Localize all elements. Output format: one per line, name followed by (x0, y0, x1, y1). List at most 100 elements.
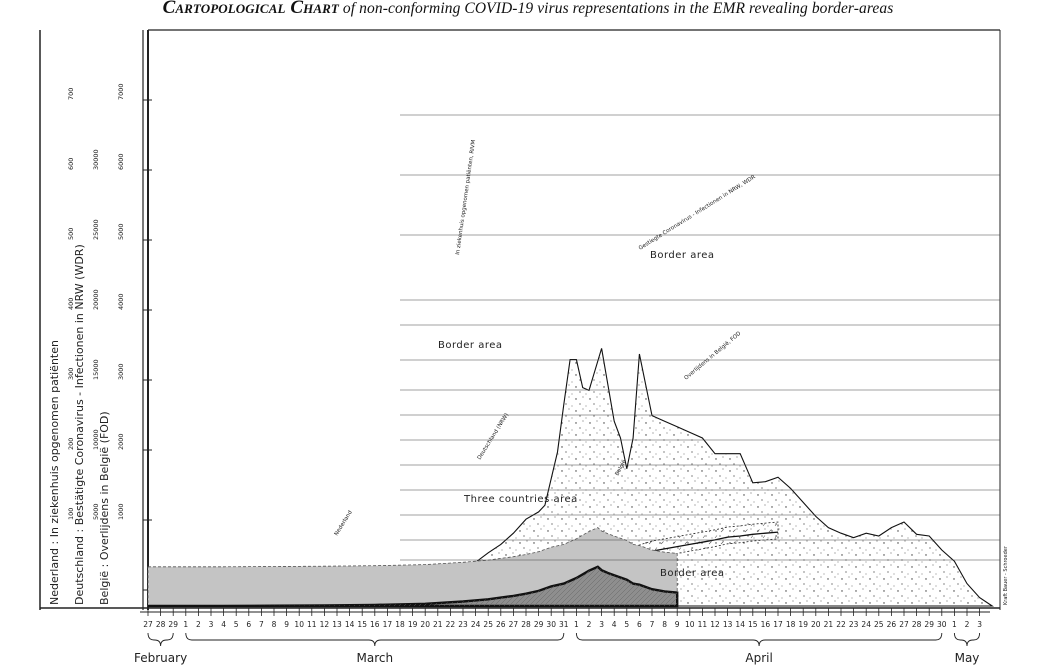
credit: Kraft Bauer - Schroeder (1003, 545, 1009, 605)
tick-0-3: 400 (67, 298, 75, 310)
day-label-5: 3 (209, 620, 214, 629)
day-label-48: 15 (748, 620, 758, 629)
month-brace-2 (575, 632, 943, 647)
day-label-59: 26 (887, 620, 897, 629)
day-label-43: 10 (685, 620, 695, 629)
day-label-56: 23 (849, 620, 859, 629)
day-label-1: 28 (156, 620, 166, 629)
axis-label-2: Belgiё : Overlijdens in Belgiё (FOD) (98, 411, 111, 605)
month-label-2: April (745, 651, 772, 665)
day-label-52: 19 (798, 620, 808, 629)
tick-2-3: 4000 (117, 293, 125, 310)
day-label-38: 5 (624, 620, 629, 629)
day-label-30: 28 (521, 620, 531, 629)
day-label-19: 17 (383, 620, 393, 629)
region-label-3: Border area (660, 568, 725, 579)
day-label-12: 10 (294, 620, 304, 629)
day-label-15: 13 (332, 620, 342, 629)
day-label-25: 23 (458, 620, 468, 629)
day-label-47: 14 (735, 620, 745, 629)
tick-1-0: 5000 (92, 503, 100, 520)
day-label-27: 25 (483, 620, 493, 629)
day-label-26: 24 (471, 620, 481, 629)
tick-1-4: 25000 (92, 219, 100, 240)
day-label-54: 21 (824, 620, 834, 629)
tick-2-4: 5000 (117, 223, 125, 240)
tick-1-1: 10000 (92, 429, 100, 450)
day-label-57: 24 (861, 620, 871, 629)
day-label-40: 7 (650, 620, 655, 629)
day-label-11: 9 (284, 620, 289, 629)
day-label-45: 12 (710, 620, 720, 629)
tick-1-3: 20000 (92, 289, 100, 310)
tick-0-5: 600 (67, 158, 75, 170)
day-label-31: 29 (534, 620, 544, 629)
day-label-7: 5 (234, 620, 239, 629)
line-label-4: In ziekenhuis opgenomen patiënten, RIVM (455, 139, 477, 255)
line-label-1: Deutschland (NRW) (477, 412, 511, 461)
day-label-63: 30 (937, 620, 947, 629)
region-label-1: Border area (650, 250, 715, 261)
line-label-5: Overlijdens in België, FOD (683, 331, 742, 382)
chart-title: Cartopological Chart of non-conforming C… (0, 0, 1056, 19)
tick-0-0: 100 (67, 508, 75, 520)
title-rest: of non-conforming COVID-19 virus represe… (342, 0, 894, 17)
tick-2-5: 6000 (117, 153, 125, 170)
tick-0-1: 200 (67, 438, 75, 450)
day-label-55: 22 (836, 620, 846, 629)
axis-label-0: Nederland : In ziekenhuis opgenomen pati… (48, 340, 61, 605)
day-label-62: 29 (924, 620, 934, 629)
line-label-0: Nederland (334, 510, 354, 537)
day-label-0: 27 (143, 620, 153, 629)
day-label-35: 2 (587, 620, 592, 629)
x-axis: 27 28 29 1 2 3 4 5 6 7 8 9 10 11 12 13 14 15 16 17 18 19 20 21 2… (134, 608, 990, 665)
day-label-21: 19 (408, 620, 418, 629)
day-label-53: 20 (811, 620, 821, 629)
month-label-1: March (357, 651, 394, 665)
day-label-13: 11 (307, 620, 317, 629)
day-label-9: 7 (259, 620, 264, 629)
day-label-24: 22 (446, 620, 456, 629)
day-label-33: 31 (559, 620, 569, 629)
day-label-60: 27 (899, 620, 909, 629)
day-label-17: 15 (357, 620, 367, 629)
day-label-49: 16 (761, 620, 771, 629)
tick-0-2: 300 (67, 368, 75, 380)
horizontal-rules (400, 114, 1000, 561)
day-label-44: 11 (698, 620, 708, 629)
day-label-28: 26 (496, 620, 506, 629)
tick-1-5: 30000 (92, 149, 100, 170)
day-label-32: 30 (546, 620, 556, 629)
day-label-39: 6 (637, 620, 642, 629)
tick-2-0: 1000 (117, 503, 125, 520)
month-brace-0 (147, 632, 174, 647)
region-label-2: Three countries area (463, 494, 578, 505)
day-label-58: 25 (874, 620, 884, 629)
day-label-3: 1 (183, 620, 188, 629)
tick-0-4: 500 (67, 228, 75, 240)
axis-label-1: Deutschland : Bestätigte Coronavirus - I… (73, 244, 86, 605)
belgie-hatch (148, 566, 678, 606)
day-label-10: 8 (272, 620, 277, 629)
tick-2-2: 3000 (117, 363, 125, 380)
day-label-6: 4 (221, 620, 226, 629)
month-label-3: May (955, 651, 980, 665)
tick-1-2: 15000 (92, 359, 100, 380)
day-label-50: 17 (773, 620, 783, 629)
day-label-34: 1 (574, 620, 579, 629)
day-label-61: 28 (912, 620, 922, 629)
day-label-20: 18 (395, 620, 405, 629)
day-label-64: 1 (952, 620, 957, 629)
region-label-0: Border area (438, 340, 503, 351)
day-label-66: 3 (977, 620, 982, 629)
day-label-37: 4 (612, 620, 617, 629)
month-brace-1 (185, 632, 565, 647)
day-label-14: 12 (320, 620, 330, 629)
day-label-2: 29 (168, 620, 178, 629)
belgie-outer-band (147, 527, 678, 607)
chart-frame (39, 29, 1001, 610)
tick-0-6: 700 (67, 88, 75, 100)
day-label-36: 3 (599, 620, 604, 629)
day-label-51: 18 (786, 620, 796, 629)
